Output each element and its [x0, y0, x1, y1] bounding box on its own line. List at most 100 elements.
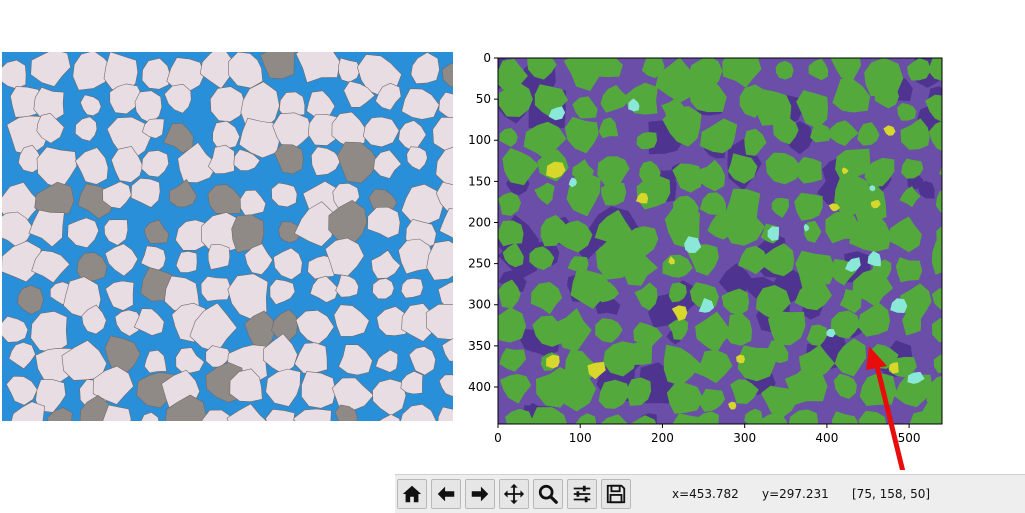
grain-region: [598, 379, 629, 409]
photo-grain: [233, 149, 261, 171]
photo-grain: [439, 208, 453, 239]
grain-region: [730, 379, 759, 404]
cement-region: [736, 354, 745, 364]
navigation-toolbar: x=453.782 y=297.231 [75, 158, 50]: [395, 474, 1025, 513]
grain-region: [662, 106, 702, 147]
grain-region: [767, 340, 789, 364]
save-button[interactable]: [601, 479, 631, 509]
grain-region: [688, 77, 727, 113]
grain-region: [728, 153, 758, 184]
x-coordinate-readout: x=453.782: [672, 487, 739, 501]
grain-region: [874, 85, 900, 109]
grain-region: [918, 399, 942, 424]
grain-region: [722, 58, 762, 88]
photo-grain: [408, 346, 436, 376]
y-tick-label: 400: [468, 380, 491, 394]
cyan-phase-region: [548, 106, 566, 121]
grain-region: [939, 166, 942, 176]
photo-grain: [426, 240, 453, 281]
pan-button[interactable]: [499, 479, 529, 509]
photo-grain: [401, 88, 440, 120]
grain-region: [499, 374, 532, 404]
grain-region: [498, 192, 522, 216]
grain-region: [534, 84, 568, 119]
photo-grain: [201, 409, 236, 421]
grain-region: [849, 212, 892, 252]
photo-grain: [10, 86, 42, 118]
grain-region: [788, 409, 819, 424]
photo-grain: [226, 403, 267, 421]
photo-grain: [36, 146, 78, 189]
photo-grain: [175, 219, 208, 251]
grain-region: [499, 128, 518, 147]
photo-grain: [372, 378, 407, 416]
photo-grain: [438, 374, 453, 397]
grain-region: [832, 78, 871, 113]
micrograph-image: [2, 52, 453, 421]
configure-subplots-button[interactable]: [567, 479, 597, 509]
cement-region: [546, 354, 560, 369]
grain-region: [772, 117, 799, 145]
home-icon: [402, 485, 422, 503]
cyan-phase-region: [568, 177, 577, 188]
grain-region: [738, 245, 768, 275]
photo-grain: [372, 277, 395, 300]
grain-region: [663, 344, 702, 386]
photo-grain: [104, 243, 139, 277]
grain-region: [498, 220, 524, 247]
y-tick-label: 0: [483, 51, 491, 65]
photo-grain: [189, 302, 238, 353]
grain-region: [668, 317, 688, 340]
cyan-phase-region: [890, 298, 908, 313]
y-coordinate-readout: y=297.231: [762, 487, 829, 501]
axes-frame: [497, 57, 943, 425]
grain-region: [895, 257, 923, 283]
photo-grain: [175, 347, 205, 374]
photo-grain: [30, 52, 71, 87]
photo-grain: [144, 349, 167, 374]
grain-region: [900, 283, 932, 320]
arrow-left-icon: [437, 486, 455, 502]
photo-grain: [370, 249, 401, 279]
annotation-arrow: [866, 346, 906, 470]
cyan-phase-region: [628, 98, 640, 112]
grain-region: [806, 324, 828, 347]
pore-patch: [918, 180, 935, 199]
pore-patch: [595, 291, 621, 315]
zoom-button[interactable]: [533, 479, 563, 509]
grain-region: [932, 318, 942, 343]
grain-region: [935, 190, 942, 213]
photo-grain: [104, 335, 141, 376]
x-tick-label: 500: [898, 431, 921, 445]
grain-region: [933, 353, 942, 374]
grain-region: [864, 58, 904, 97]
grain-region: [553, 364, 597, 412]
photo-grain: [324, 237, 365, 277]
segmentation-plot: 0 100 200 300 400 500 0 50 100 150 200 250 300 350 40…: [468, 51, 943, 470]
x-tick-label: 100: [569, 431, 592, 445]
sliders-icon: [573, 485, 591, 503]
grain-region: [694, 349, 733, 384]
cement-region: [728, 401, 737, 410]
photo-grain: [265, 408, 295, 421]
forward-button[interactable]: [465, 479, 495, 509]
photo-grain: [35, 379, 67, 413]
back-button[interactable]: [431, 479, 461, 509]
photo-grain: [130, 177, 161, 208]
grain-region: [672, 413, 705, 424]
photo-grain: [209, 86, 246, 123]
x-axis: 0 100 200 300 400 500: [494, 424, 921, 445]
grain-region: [907, 58, 931, 81]
photo-grain: [273, 247, 303, 280]
grain-region: [534, 182, 555, 205]
photo-grain: [338, 344, 373, 376]
photo-grain: [338, 57, 361, 83]
grain-region: [830, 310, 861, 339]
photo-grain: [72, 52, 115, 91]
grain-region: [498, 307, 527, 343]
home-button[interactable]: [397, 479, 427, 509]
grain-region: [831, 411, 859, 424]
grain-region: [718, 206, 765, 246]
grain-region: [900, 118, 930, 150]
photo-grain: [175, 250, 198, 273]
